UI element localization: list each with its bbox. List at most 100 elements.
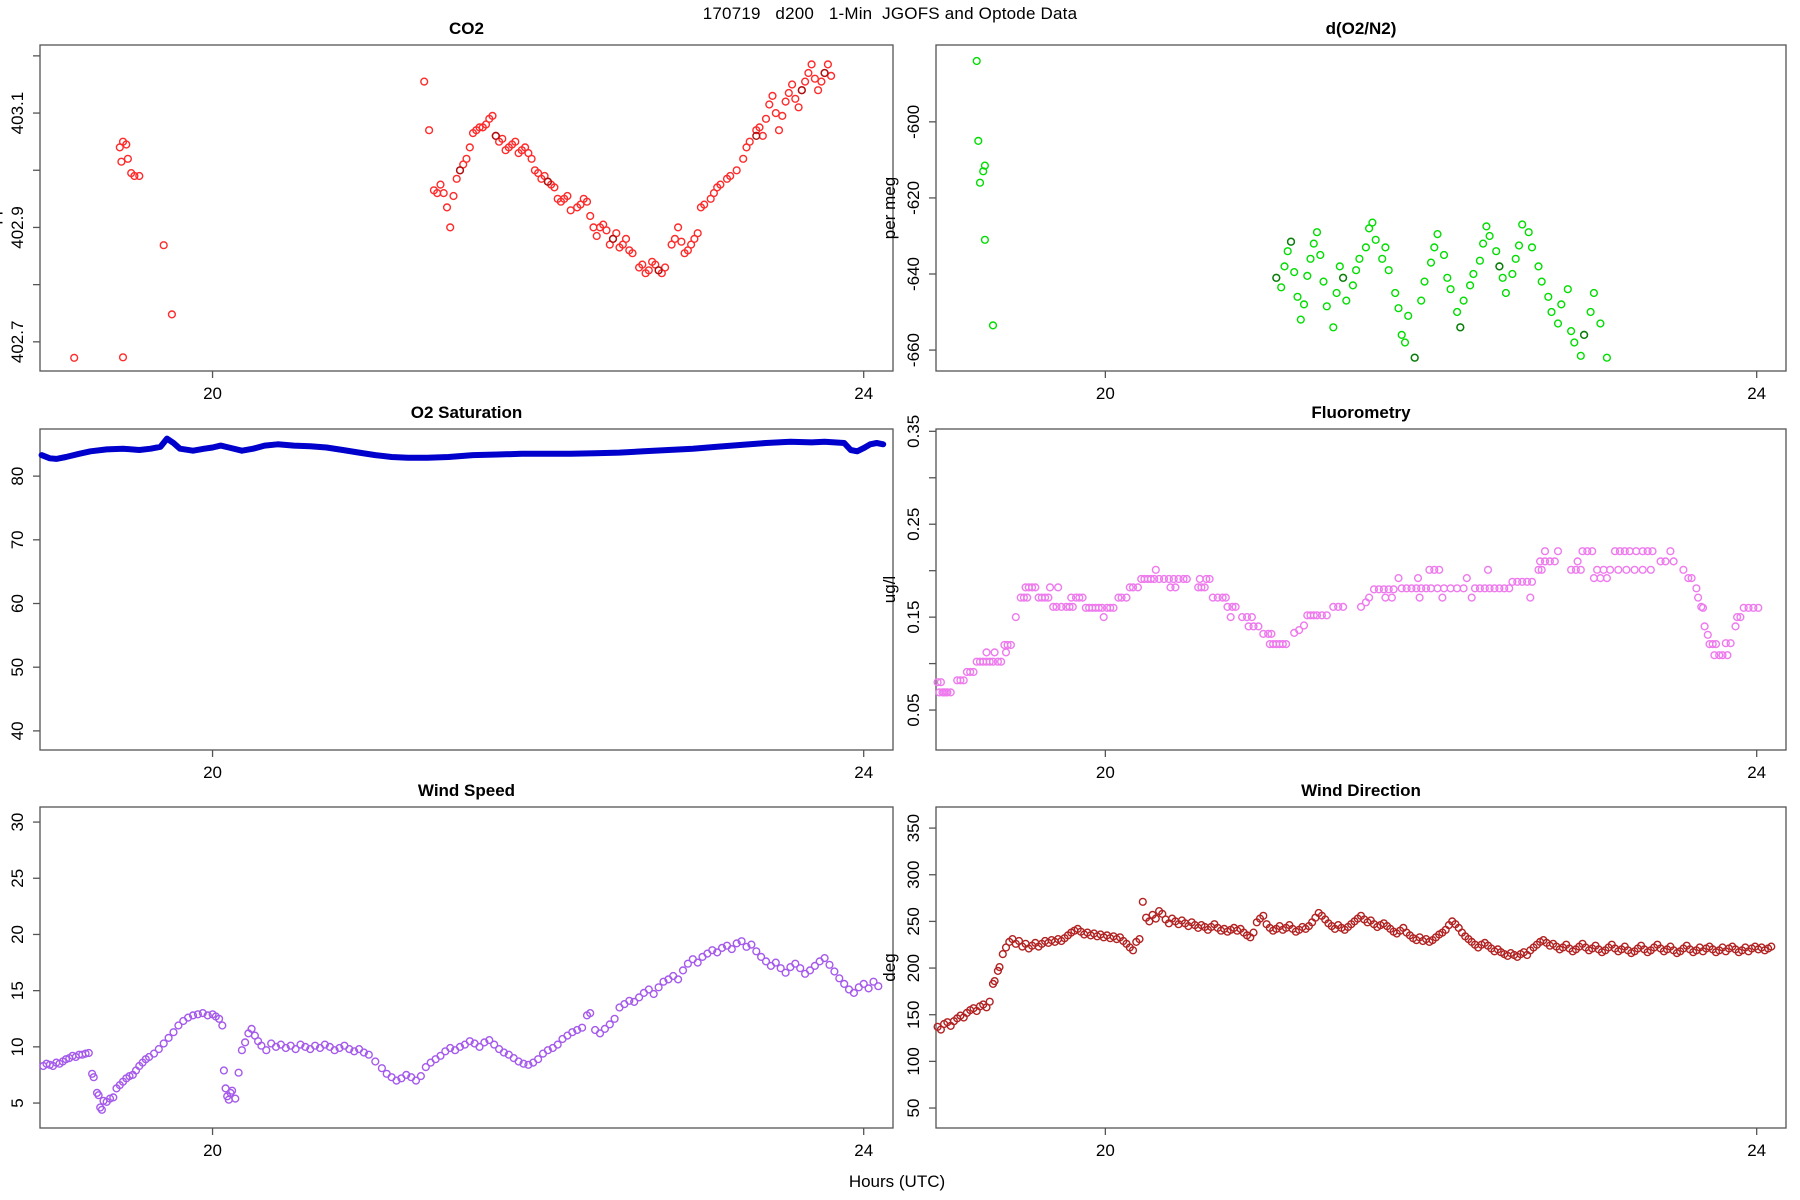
winddir-y-tick-label: 100 xyxy=(904,1047,923,1075)
data-point xyxy=(1545,557,1555,566)
data-point xyxy=(577,1023,587,1032)
data-point xyxy=(1739,603,1748,612)
data-point xyxy=(550,183,559,192)
data-point xyxy=(1446,584,1455,593)
data-point xyxy=(1615,547,1625,556)
data-point xyxy=(1508,577,1517,586)
data-point xyxy=(610,1014,619,1023)
winddir-x-tick-label: 24 xyxy=(1747,1141,1766,1160)
data-point xyxy=(1114,593,1123,602)
data-point xyxy=(1435,565,1444,574)
data-point xyxy=(1547,307,1556,317)
data-point xyxy=(291,1044,300,1054)
data-point xyxy=(1335,262,1344,271)
data-point xyxy=(184,1013,193,1022)
data-point xyxy=(1666,547,1675,556)
data-point xyxy=(1394,304,1403,313)
data-point xyxy=(1293,292,1302,301)
data-point xyxy=(1218,593,1227,602)
o2sat-x-tick-label: 20 xyxy=(203,763,222,782)
data-point xyxy=(1169,574,1178,584)
windspeed-x-tick-label: 24 xyxy=(854,1141,873,1160)
data-point xyxy=(1498,273,1507,282)
wind-direction-deg xyxy=(933,897,1776,1034)
data-point xyxy=(257,1041,266,1050)
data-point xyxy=(1342,296,1351,305)
data-point xyxy=(1322,302,1331,311)
data-point xyxy=(595,1029,605,1038)
data-point xyxy=(1426,584,1436,593)
data-point xyxy=(524,1060,533,1069)
data-point xyxy=(1400,338,1410,347)
data-point xyxy=(1397,584,1406,593)
data-point xyxy=(563,191,572,201)
data-point xyxy=(1736,612,1745,622)
data-point xyxy=(1566,327,1576,336)
data-point xyxy=(1426,258,1436,267)
data-point xyxy=(630,997,639,1007)
data-point xyxy=(1159,574,1169,584)
data-point xyxy=(1732,612,1742,622)
data-point xyxy=(1462,573,1471,583)
data-point xyxy=(1278,639,1287,649)
data-point xyxy=(1378,254,1387,263)
co2-overplotted xyxy=(455,68,829,275)
data-point xyxy=(739,154,748,163)
data-point xyxy=(1195,574,1204,584)
data-point xyxy=(402,1070,411,1080)
data-point xyxy=(980,235,990,244)
data-point xyxy=(1259,629,1268,639)
data-point xyxy=(320,1040,330,1049)
data-point xyxy=(1726,639,1735,648)
data-point xyxy=(1094,603,1103,612)
data-point xyxy=(330,1046,339,1055)
data-point xyxy=(1407,584,1416,593)
data-point xyxy=(1316,250,1325,260)
data-point xyxy=(1078,593,1087,602)
data-point xyxy=(771,958,780,967)
x-axis-title: Hours (UTC) xyxy=(848,1172,946,1191)
data-point xyxy=(1443,273,1452,282)
data-point xyxy=(1522,577,1532,586)
data-point xyxy=(241,1038,250,1047)
data-point xyxy=(498,134,507,143)
data-point xyxy=(1322,611,1331,620)
data-point xyxy=(262,1046,271,1055)
data-point xyxy=(167,310,177,319)
data-point xyxy=(1508,269,1517,279)
data-point xyxy=(1524,228,1533,237)
data-point xyxy=(1475,584,1485,593)
data-point xyxy=(761,957,771,966)
data-point xyxy=(491,131,500,141)
data-point xyxy=(159,241,168,250)
data-point xyxy=(1430,565,1439,574)
windspeed-y-tick-label: 25 xyxy=(8,869,27,888)
data-point xyxy=(1586,307,1595,317)
data-point xyxy=(693,958,702,967)
data-point xyxy=(975,178,985,187)
data-point xyxy=(1576,565,1585,574)
data-point xyxy=(452,174,461,183)
data-point xyxy=(589,223,598,232)
data-point xyxy=(1019,593,1029,602)
data-point xyxy=(990,648,999,657)
data-point xyxy=(1334,602,1343,612)
data-point xyxy=(1687,573,1696,583)
data-point xyxy=(1535,557,1545,566)
data-point xyxy=(1109,603,1118,612)
data-point xyxy=(1630,565,1639,574)
data-point xyxy=(219,1066,229,1075)
data-point xyxy=(1579,330,1589,340)
data-point xyxy=(781,968,790,977)
data-point xyxy=(784,88,793,98)
figure-title: 170719 d200 1-Min JGOFS and Optode Data xyxy=(702,4,1078,23)
data-point xyxy=(700,200,709,209)
data-point xyxy=(634,993,644,1002)
data-point xyxy=(1208,593,1217,602)
data-point xyxy=(1404,311,1413,320)
data-point xyxy=(1534,262,1543,271)
data-point xyxy=(1364,593,1374,602)
data-point xyxy=(455,166,465,175)
data-point xyxy=(791,94,800,103)
data-point xyxy=(1057,602,1066,612)
